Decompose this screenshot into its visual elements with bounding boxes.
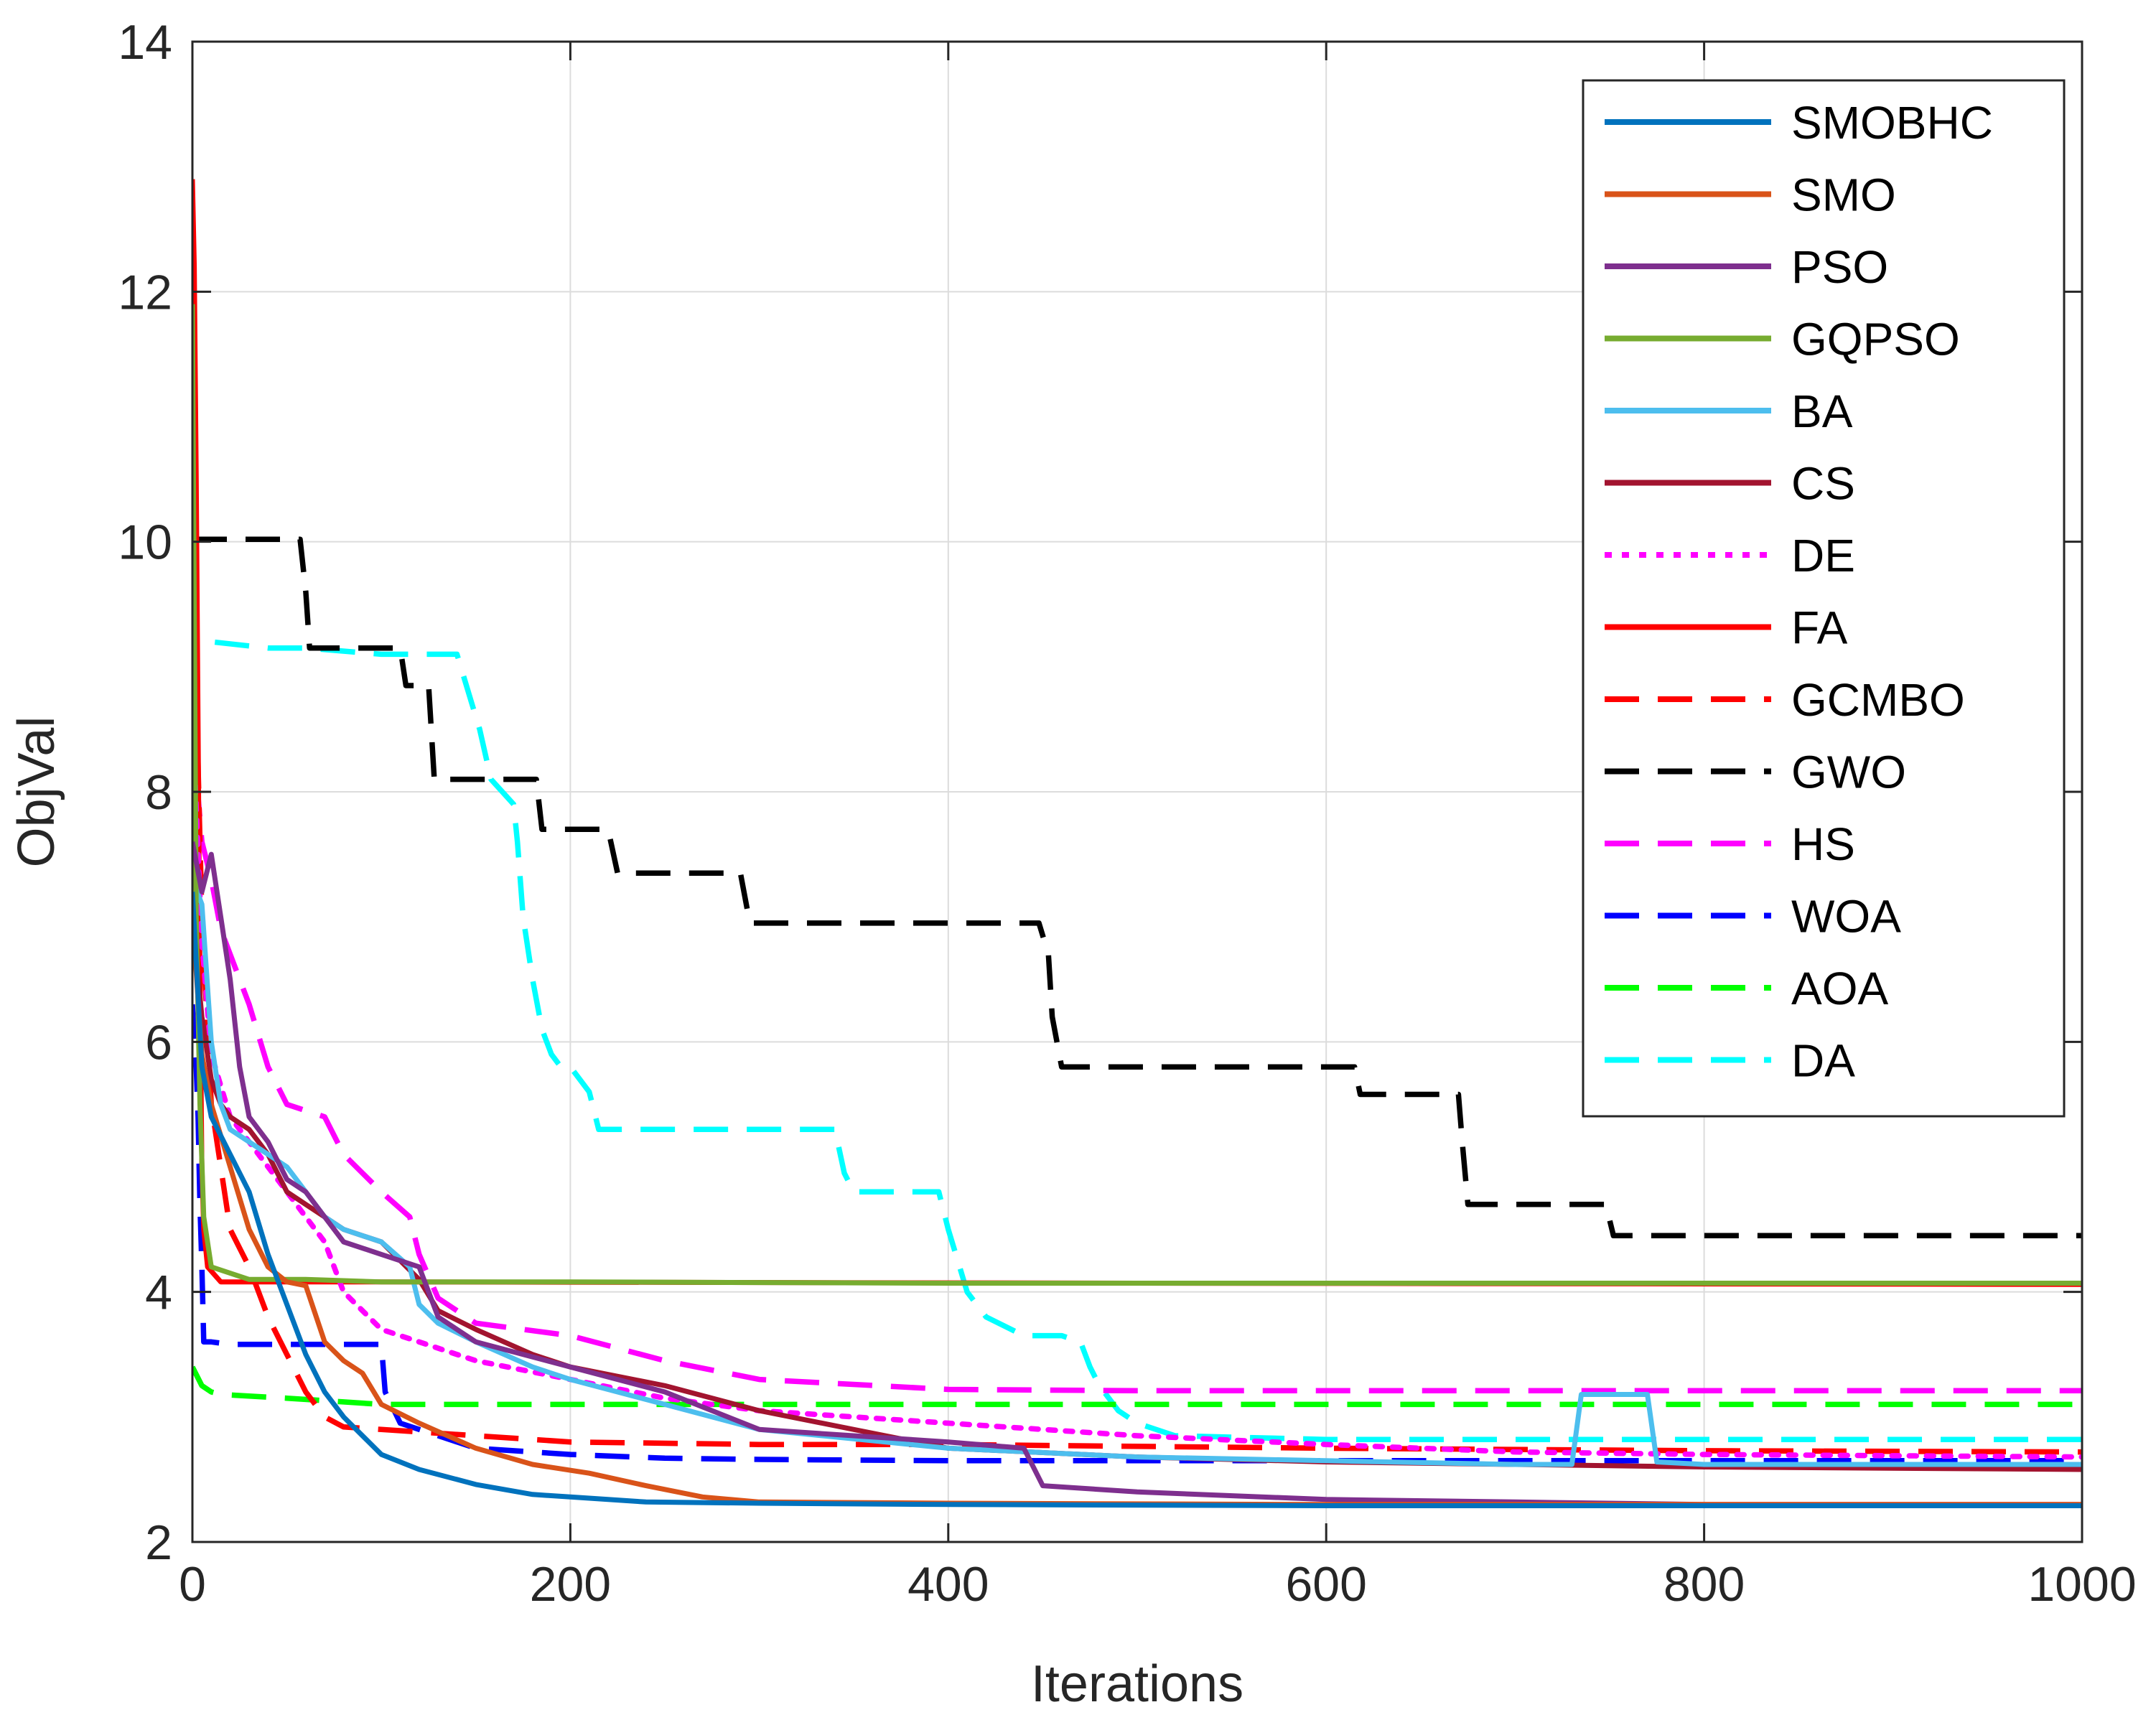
series-line-da <box>192 639 2082 1442</box>
series-lines <box>192 179 2082 1508</box>
legend-label-hs: HS <box>1791 818 1855 870</box>
x-tick-label: 400 <box>907 1557 989 1612</box>
legend-label-pso: PSO <box>1791 241 1888 293</box>
legend-box <box>1582 79 2066 1118</box>
legend-label-aoa: AOA <box>1791 963 1888 1014</box>
series-line-pso <box>192 841 2082 1508</box>
legend-label-gqpso: GQPSO <box>1791 314 1960 365</box>
axis-ticks: 0 200 400 600 800 1000 2 4 6 8 10 12 14 <box>118 15 2136 1612</box>
y-tick-label: 10 <box>118 515 172 570</box>
x-tick-label: 1000 <box>2027 1557 2136 1612</box>
legend-label-da: DA <box>1791 1035 1855 1087</box>
y-tick-label: 8 <box>145 765 172 820</box>
y-tick-label: 12 <box>118 265 172 319</box>
legend-label-woa: WOA <box>1791 891 1901 943</box>
legend-label-gcmbo: GCMBO <box>1791 674 1965 726</box>
series-line-smobhc <box>192 892 2082 1508</box>
series-line-gwo <box>192 536 2082 1239</box>
legend-label-smobhc: SMOBHC <box>1791 97 1993 149</box>
y-tick-label: 4 <box>145 1266 172 1320</box>
y-tick-label: 6 <box>145 1015 172 1070</box>
x-tick-label: 600 <box>1285 1557 1366 1612</box>
x-tick-label: 0 <box>179 1557 206 1612</box>
series-line-de <box>192 714 2082 1460</box>
series-line-ba <box>192 878 2082 1467</box>
x-tick-label: 800 <box>1663 1557 1745 1612</box>
y-tick-label: 2 <box>145 1515 172 1570</box>
series-line-aoa <box>192 1365 2082 1408</box>
legend-label-gwo: GWO <box>1791 747 1906 798</box>
x-axis-title: Iterations <box>1031 1655 1243 1713</box>
legend-label-ba: BA <box>1791 385 1853 437</box>
series-line-gcmbo <box>192 541 2082 1455</box>
legend-label-de: DE <box>1791 530 1855 581</box>
legend: SMOBHC SMO PSO GQPSO BA CS DE FA GCMBO GWO HS WOA AO… <box>1582 79 2066 1118</box>
y-tick-label: 14 <box>118 15 172 70</box>
x-tick-label: 200 <box>530 1557 611 1612</box>
y-axis-title: ObjVal <box>8 716 65 868</box>
legend-label-cs: CS <box>1791 458 1855 510</box>
legend-label-smo: SMO <box>1791 169 1896 221</box>
legend-label-fa: FA <box>1791 602 1848 654</box>
